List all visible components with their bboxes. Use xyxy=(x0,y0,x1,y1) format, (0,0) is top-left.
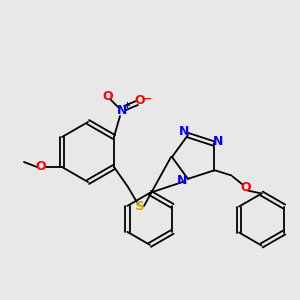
Text: O: O xyxy=(135,94,145,107)
Text: N: N xyxy=(177,174,187,188)
Text: −: − xyxy=(143,94,153,104)
Text: S: S xyxy=(135,200,145,214)
Text: +: + xyxy=(124,101,130,110)
Text: N: N xyxy=(179,124,189,138)
Text: N: N xyxy=(117,104,127,118)
Text: N: N xyxy=(212,135,223,148)
Text: O: O xyxy=(240,181,251,194)
Text: O: O xyxy=(103,91,113,103)
Text: O: O xyxy=(36,160,46,173)
